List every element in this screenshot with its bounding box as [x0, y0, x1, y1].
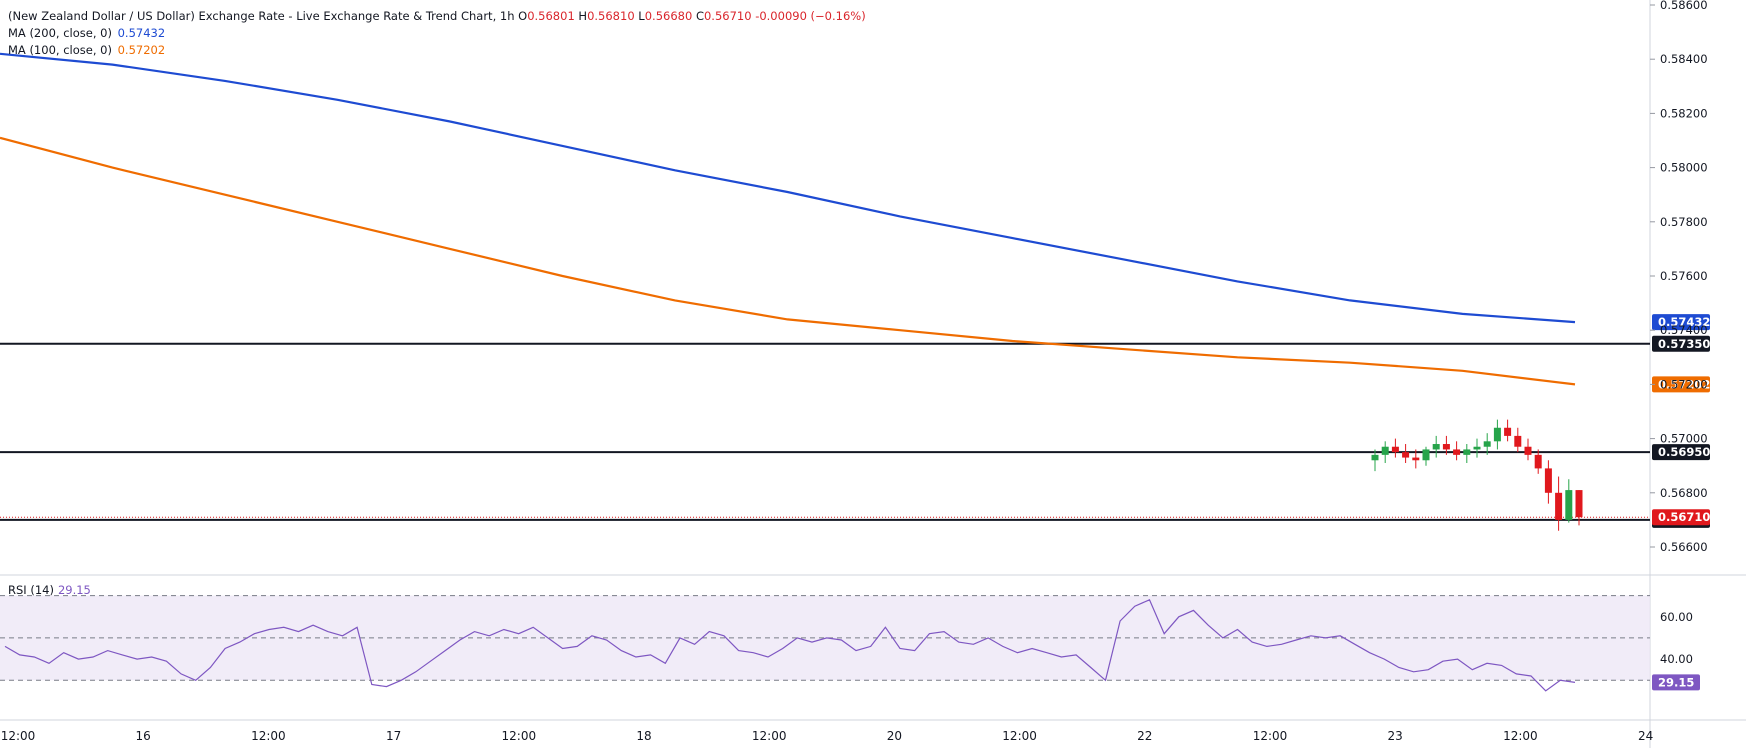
candle-body [1381, 446, 1389, 455]
ma100-tag [1652, 376, 1710, 393]
rsi-tag-label: 29.15 [1658, 675, 1694, 689]
last-price-label: 0.56710 [1658, 510, 1710, 524]
time-tick-label: 20 [887, 729, 902, 743]
candles [1371, 419, 1583, 531]
time-tick-label: 16 [136, 729, 151, 743]
rsi-pane: 60.00 40.00 29.15 [0, 595, 1700, 692]
close-value: 0.56710 [703, 9, 752, 23]
rsi-line [4, 599, 1576, 692]
candle-body [1432, 444, 1440, 450]
level-label: 0.56950 [1658, 445, 1710, 459]
ma200-legend[interactable]: MA (200, close, 0) 0.57432 [8, 26, 165, 40]
candle-body [1504, 427, 1512, 436]
time-tick-label: 22 [1137, 729, 1152, 743]
level-tag [1652, 335, 1710, 352]
time-tick-label: 18 [636, 729, 651, 743]
candle-body [1565, 490, 1573, 520]
price-tick-label: 0.58000 [1660, 161, 1708, 175]
close-label: C [695, 9, 704, 23]
rsi-value: 29.15 [57, 583, 91, 597]
low-value: 0.56680 [644, 9, 693, 23]
time-tick-label: 24 [1638, 729, 1653, 743]
rsi-tick-label: 60.00 [1660, 610, 1693, 624]
price-axis: 0.58600 0.58400 0.58200 0.58000 0.57800 0.576… [1650, 0, 1708, 554]
ma200-tag-label: 0.57432 [1658, 315, 1710, 329]
level-tag [1652, 444, 1710, 461]
price-tick-label: 0.56800 [1660, 486, 1708, 500]
candle-body [1402, 452, 1410, 458]
candle-body [1453, 449, 1461, 455]
rsi-legend[interactable]: RSI (14) 29.15 [8, 583, 91, 597]
price-tick-label: 0.57800 [1660, 215, 1708, 229]
candle-body [1412, 457, 1420, 461]
candle-body [1575, 490, 1583, 518]
open-value: 0.56801 [527, 9, 575, 23]
candle-body [1493, 427, 1501, 442]
price-tick-label: 0.57600 [1660, 269, 1708, 283]
time-tick-label: 12:00 [502, 729, 537, 743]
time-tick-label: 12:00 [1503, 729, 1538, 743]
moving-averages: 0.57432 0.57202 [0, 52, 1710, 393]
candle-body [1422, 449, 1430, 461]
ma100-line [0, 136, 1576, 386]
open-label: O [518, 9, 528, 23]
candle-body [1524, 446, 1532, 455]
last-price-tag [1652, 509, 1710, 526]
price-tick-label: 0.58600 [1660, 0, 1708, 12]
time-tick-label: 23 [1388, 729, 1403, 743]
ma200-line [0, 52, 1576, 324]
chart-header: (New Zealand Dollar / US Dollar) Exchang… [8, 9, 866, 23]
rsi-tag [1652, 674, 1700, 691]
time-tick-label: 12:00 [1002, 729, 1037, 743]
time-tick-label: 12:00 [752, 729, 787, 743]
candle-body [1483, 441, 1491, 447]
price-tick-label: 0.57400 [1660, 323, 1708, 337]
ma200-value: 0.57432 [117, 26, 166, 40]
candle-body [1514, 435, 1522, 447]
price-tick-label: 0.56600 [1660, 540, 1708, 554]
high-label: H [578, 9, 588, 23]
ma100-legend[interactable]: MA (100, close, 0) 0.57202 [8, 43, 165, 57]
change-value: -0.00090 (−0.16%) [755, 9, 866, 23]
price-tick-label: 0.57200 [1660, 377, 1708, 391]
candle-body [1463, 449, 1471, 455]
candle-body [1544, 468, 1552, 493]
price-tick-label: 0.58200 [1660, 106, 1708, 120]
candle-body [1534, 454, 1542, 469]
ma200-tag [1652, 314, 1710, 331]
time-tick-label: 12:00 [251, 729, 286, 743]
low-label: L [638, 9, 645, 23]
time-axis: 12:00 16 12:00 17 12:00 18 12:00 20 12:00 22 12:00… [1, 729, 1654, 743]
rsi-tick-label: 40.00 [1660, 652, 1693, 666]
candle-body [1442, 444, 1450, 450]
candle-body [1391, 446, 1399, 453]
chart-title: (New Zealand Dollar / US Dollar) Exchang… [8, 9, 515, 23]
ma100-tag-label: 0.57202 [1658, 377, 1710, 391]
candle-body [1371, 454, 1379, 461]
ma100-value: 0.57202 [117, 43, 166, 57]
time-tick-label: 17 [386, 729, 401, 743]
rsi-label: RSI (14) [8, 583, 54, 597]
level-label: 0.57350 [1658, 337, 1710, 351]
price-tick-label: 0.58400 [1660, 52, 1708, 66]
ma100-label: MA (100, close, 0) [8, 43, 112, 57]
high-value: 0.56810 [587, 9, 635, 23]
ma200-label: MA (200, close, 0) [8, 26, 112, 40]
time-tick-label: 12:00 [1, 729, 36, 743]
candle-body [1555, 492, 1563, 520]
price-tick-label: 0.57000 [1660, 432, 1708, 446]
candle-body [1473, 446, 1481, 450]
time-tick-label: 12:00 [1253, 729, 1288, 743]
